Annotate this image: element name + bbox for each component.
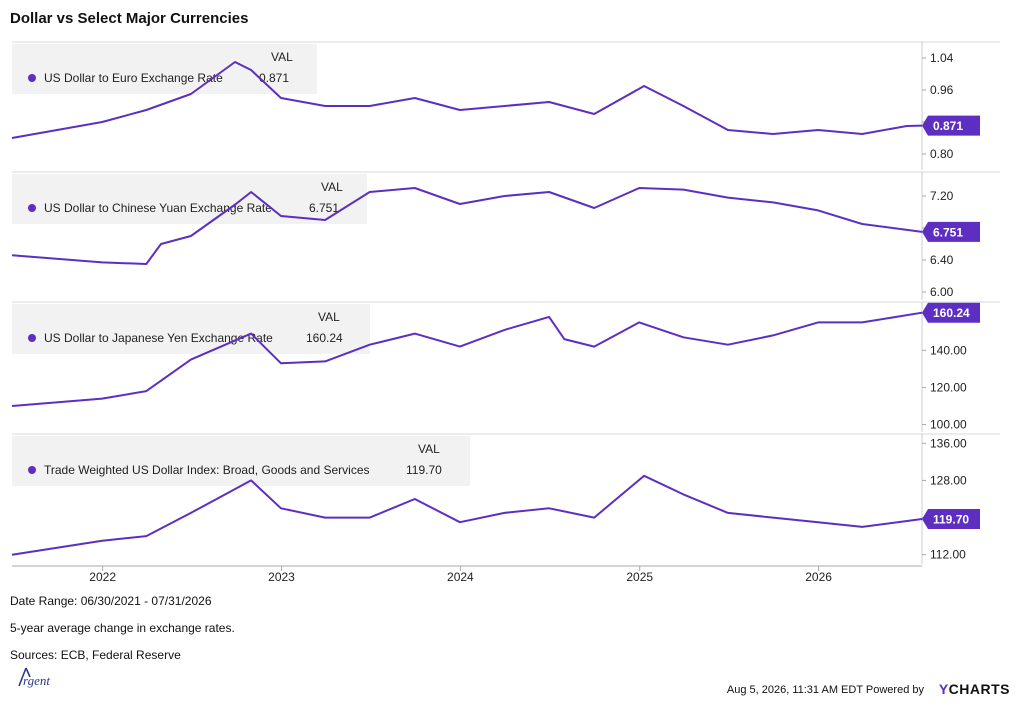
last-value-label: 160.24: [933, 306, 970, 320]
series-line: [11, 474, 923, 556]
y-tick-label: 136.00: [930, 436, 967, 450]
date-range: Date Range: 06/30/2021 - 07/31/2026: [10, 594, 212, 608]
x-tick-label: 2022: [89, 570, 116, 584]
chart-note: 5-year average change in exchange rates.: [10, 621, 235, 635]
last-value-label: 0.871: [933, 119, 963, 133]
y-tick-label: 6.40: [930, 253, 954, 267]
legend-label: US Dollar to Euro Exchange Rate: [44, 71, 223, 85]
val-header: VAL: [318, 310, 340, 324]
argent-logo: rgent: [18, 667, 50, 688]
x-tick-label: 2025: [626, 570, 653, 584]
legend-value: 119.70: [406, 463, 442, 477]
legend-box: [12, 304, 370, 354]
y-tick-label: 0.96: [930, 83, 954, 97]
legend-box: [12, 44, 317, 94]
x-tick-label: 2026: [805, 570, 832, 584]
y-tick-label: 120.00: [930, 380, 967, 394]
legend-marker: [28, 204, 36, 212]
last-value-badge: [922, 221, 980, 242]
y-tick-label: 112.00: [930, 548, 966, 562]
last-value-badge: [922, 115, 980, 136]
y-tick-label: 100.00: [930, 418, 967, 432]
legend-value: 160.24: [306, 331, 343, 345]
legend-marker: [28, 466, 36, 474]
ycharts-logo: YCHARTS: [938, 681, 1010, 697]
legend-marker: [28, 74, 36, 82]
series-line: [11, 311, 923, 407]
legend-value: 6.751: [309, 201, 339, 215]
legend-marker: [28, 334, 36, 342]
timestamp: Aug 5, 2026, 11:31 AM EDT Powered by: [726, 684, 924, 696]
series-line: [11, 61, 923, 139]
x-tick-label: 2023: [268, 570, 295, 584]
last-value-badge: [922, 508, 980, 529]
val-header: VAL: [271, 50, 293, 64]
legend-label: US Dollar to Japanese Yen Exchange Rate: [44, 331, 273, 345]
val-header: VAL: [418, 442, 440, 456]
series-line: [11, 187, 923, 265]
val-header: VAL: [321, 180, 343, 194]
last-value-badge: [922, 302, 980, 323]
legend-label: US Dollar to Chinese Yuan Exchange Rate: [44, 201, 272, 215]
svg-text:rgent: rgent: [23, 673, 50, 688]
y-tick-label: 7.20: [930, 189, 954, 203]
y-tick-label: 1.04: [930, 51, 954, 65]
y-tick-label: 0.80: [930, 147, 954, 161]
chart-title: Dollar vs Select Major Currencies: [10, 10, 249, 27]
y-tick-label: 128.00: [930, 473, 967, 487]
legend-value: 0.871: [259, 71, 289, 85]
y-tick-label: 6.00: [930, 285, 954, 299]
legend-box: [12, 436, 470, 486]
legend-label: Trade Weighted US Dollar Index: Broad, G…: [44, 463, 370, 477]
last-value-label: 6.751: [933, 225, 963, 239]
legend-box: [12, 174, 367, 224]
sources: Sources: ECB, Federal Reserve: [10, 648, 181, 662]
y-tick-label: 140.00: [930, 343, 967, 357]
x-tick-label: 2024: [447, 570, 474, 584]
last-value-label: 119.70: [933, 512, 969, 526]
